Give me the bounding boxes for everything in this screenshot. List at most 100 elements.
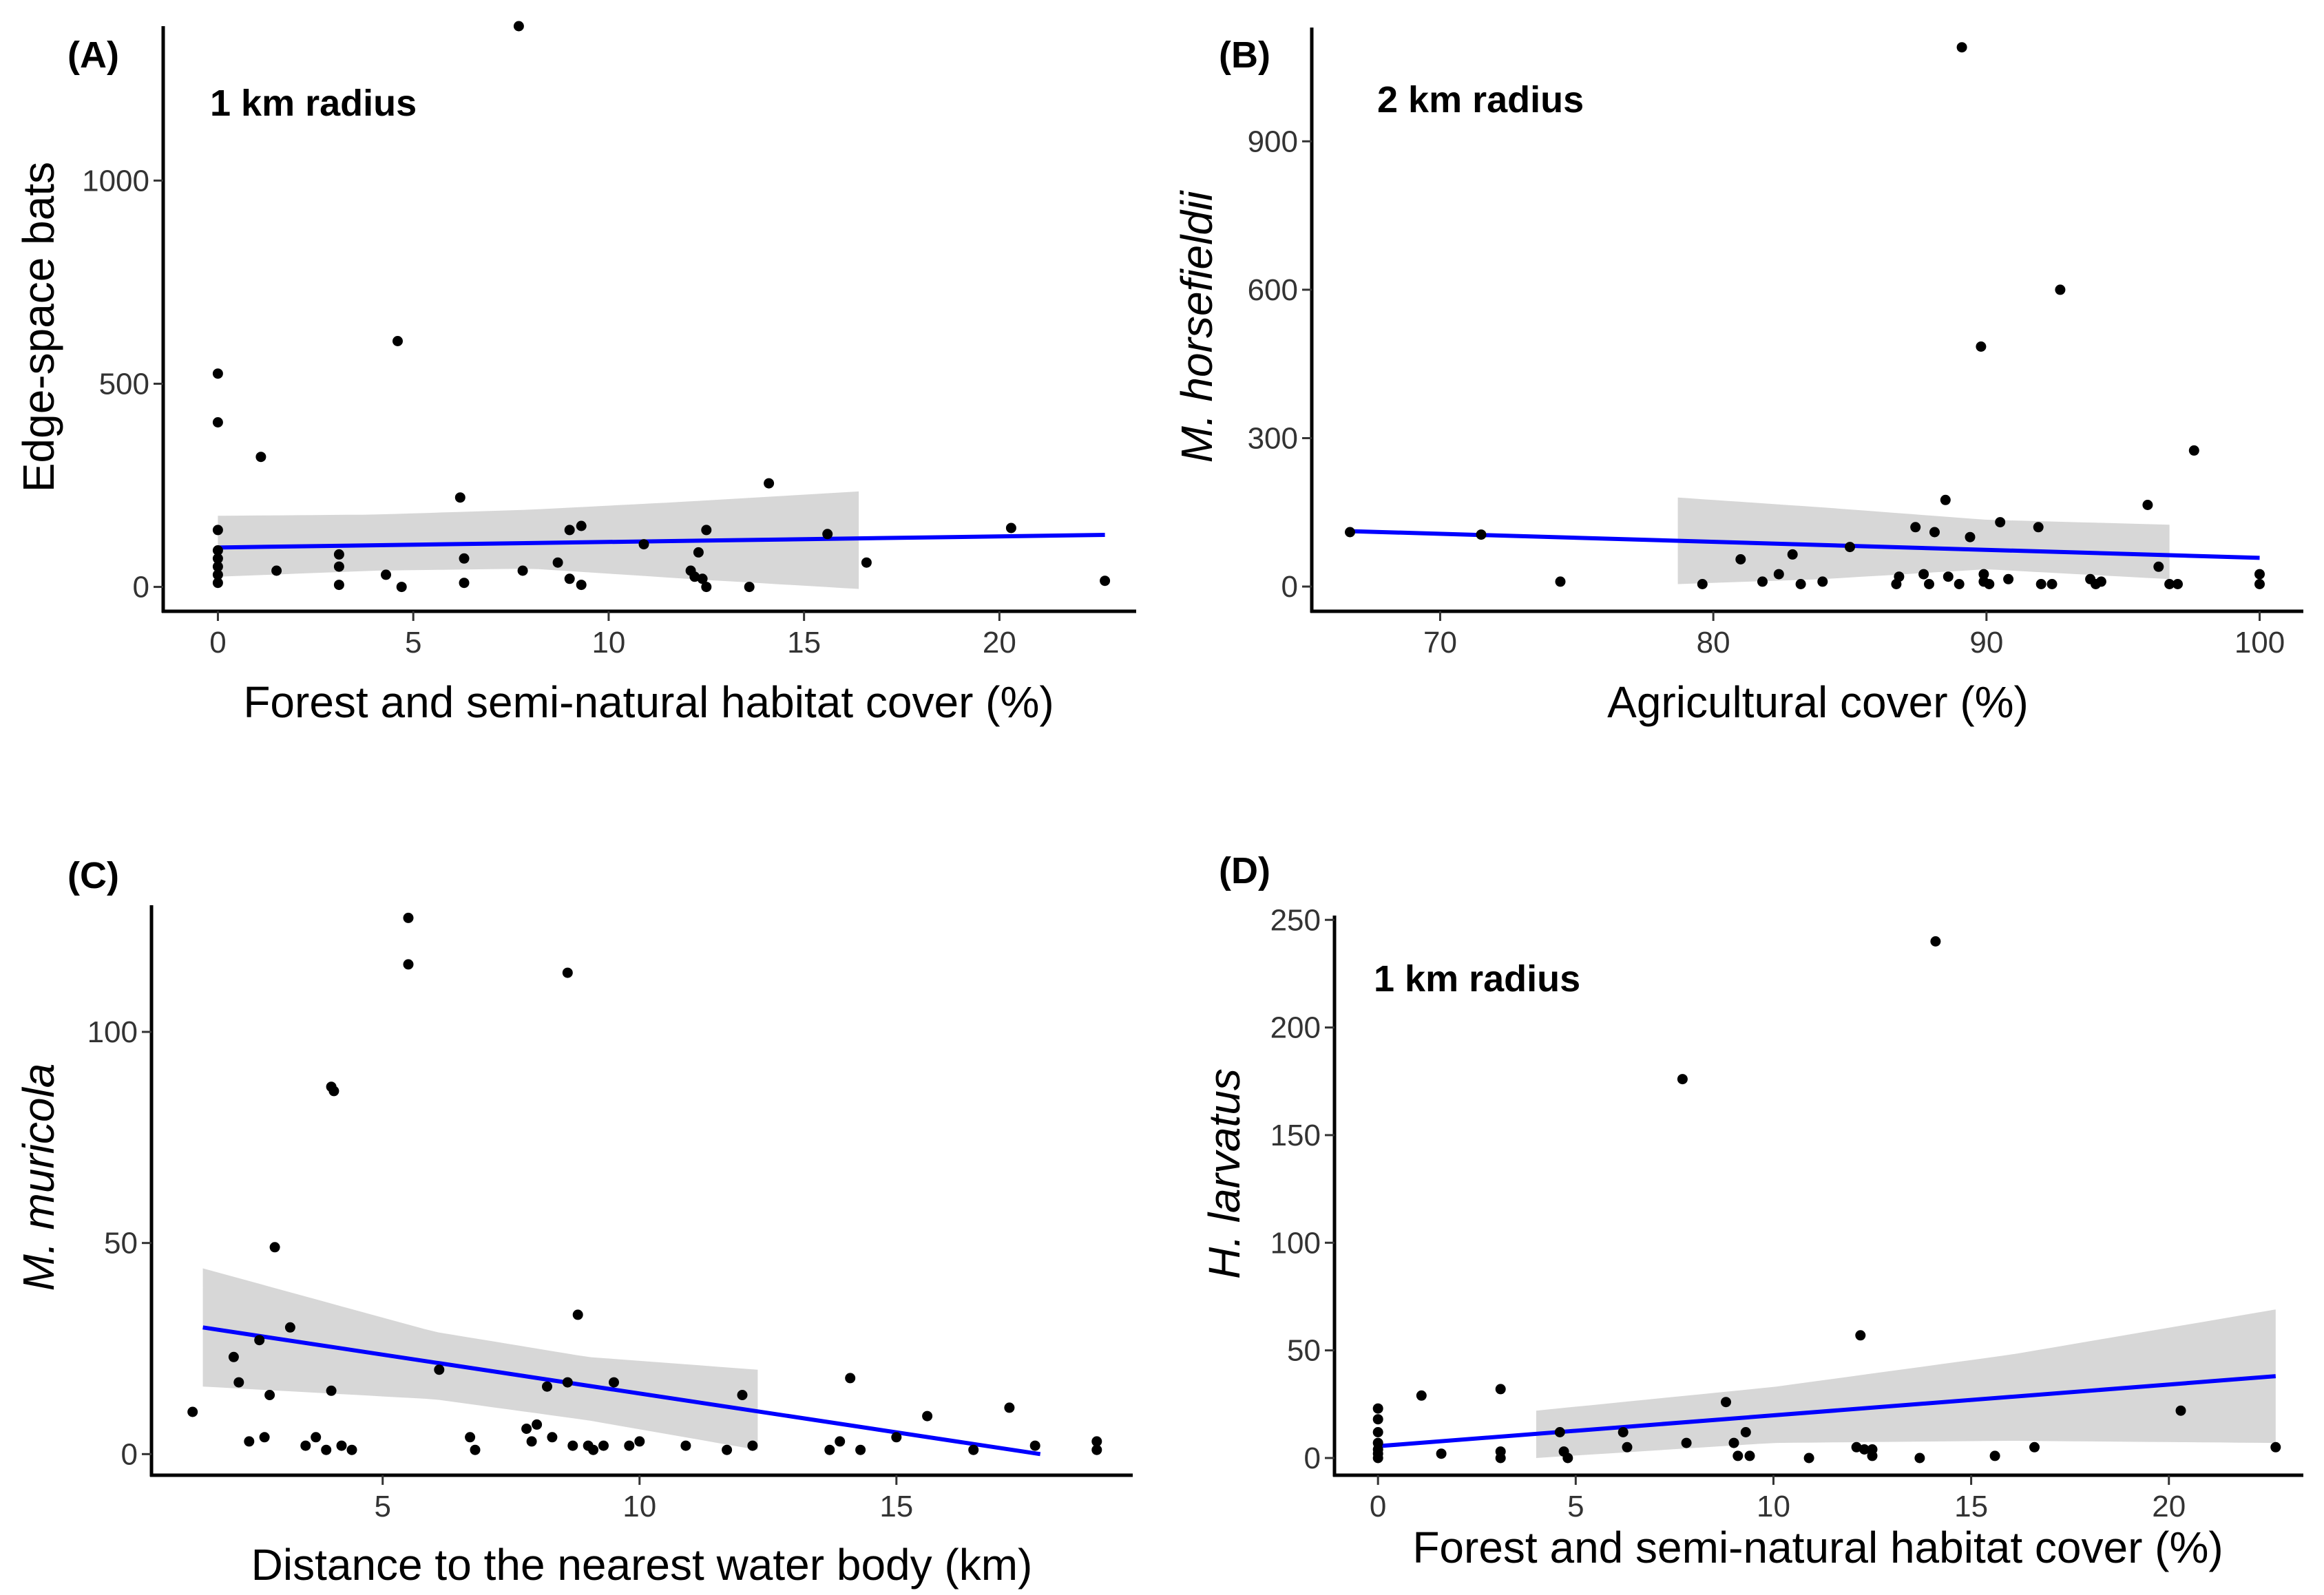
data-point <box>722 1444 733 1455</box>
data-point <box>1867 1450 1878 1461</box>
data-point <box>1929 527 1940 538</box>
data-point <box>624 1440 635 1451</box>
data-point <box>212 561 223 572</box>
data-point <box>212 368 223 379</box>
panel-a: 0 5 10 15 20 0 500 1000 (A) 1 km radius Forest … <box>14 21 1136 727</box>
data-point <box>922 1411 933 1422</box>
data-point <box>2254 579 2265 589</box>
data-point <box>835 1436 846 1447</box>
data-point <box>737 1390 748 1400</box>
data-point <box>459 553 470 564</box>
data-point <box>701 525 712 536</box>
data-point <box>1554 1427 1565 1437</box>
data-point <box>701 582 712 593</box>
data-point <box>403 912 414 923</box>
x-tick-label: 10 <box>592 626 625 659</box>
data-point <box>968 1444 979 1455</box>
y-axis-title-d: H. larvatus <box>1200 1068 1249 1279</box>
data-point <box>1721 1397 1731 1408</box>
data-point <box>1495 1384 1506 1395</box>
plot-area-b: 70 80 90 100 0 300 600 900 <box>1248 28 2303 659</box>
data-point <box>1859 1444 1870 1455</box>
data-point <box>2270 1441 2281 1453</box>
x-tick-label: 70 <box>1423 626 1457 659</box>
data-point <box>861 557 872 568</box>
data-point <box>1345 527 1355 538</box>
data-point <box>747 1440 758 1451</box>
data-point <box>576 580 587 591</box>
data-point <box>1757 576 1768 587</box>
data-point <box>403 959 414 970</box>
data-point <box>517 565 528 576</box>
data-point <box>2173 579 2183 589</box>
data-point <box>336 1440 347 1451</box>
y-tick-label: 150 <box>1270 1119 1321 1152</box>
data-point <box>1940 494 1951 505</box>
data-point <box>1091 1444 1102 1455</box>
panel-b: 70 80 90 100 0 300 600 900 (B) 2 km radius Agri… <box>1172 28 2303 727</box>
data-point <box>2175 1405 2186 1416</box>
data-point <box>212 417 223 427</box>
data-point <box>744 582 755 593</box>
data-point <box>2188 445 2199 456</box>
data-point <box>1436 1448 1447 1459</box>
data-point <box>891 1432 902 1443</box>
data-point <box>697 573 708 584</box>
data-point <box>1618 1427 1629 1437</box>
data-point <box>284 1322 295 1333</box>
data-point <box>526 1436 537 1447</box>
data-point <box>564 525 575 536</box>
data-point <box>2003 573 2014 584</box>
x-tick-label: 0 <box>209 626 226 659</box>
data-point <box>1976 341 1987 352</box>
y-tick-label: 100 <box>87 1015 138 1049</box>
data-point <box>689 571 700 582</box>
y-tick-label: 300 <box>1248 421 1298 455</box>
data-point <box>459 578 470 589</box>
data-point <box>1622 1441 1633 1453</box>
data-point <box>454 492 465 503</box>
x-tick-label: 90 <box>1969 626 2003 659</box>
data-point <box>2029 1441 2040 1453</box>
x-tick-label: 100 <box>2234 626 2285 659</box>
data-point <box>333 580 344 591</box>
plot-area-c: 5 10 15 0 50 100 <box>87 905 1133 1523</box>
data-point <box>542 1381 552 1392</box>
data-point <box>212 553 223 564</box>
data-point <box>333 561 344 572</box>
x-axis-title-c: Distance to the nearest water body (km) <box>251 1540 1033 1589</box>
data-point <box>396 582 407 593</box>
data-point <box>2033 522 2044 533</box>
data-point <box>562 967 573 978</box>
data-point <box>2164 579 2175 589</box>
data-point <box>1894 571 1905 582</box>
x-tick-label: 10 <box>622 1490 656 1523</box>
data-point <box>1372 1414 1383 1425</box>
data-point <box>1855 1330 1866 1341</box>
data-point <box>1845 542 1855 553</box>
y-axis-title-a: Edge-space bats <box>14 162 63 492</box>
fit-line-a <box>218 533 1105 550</box>
data-point <box>254 1335 265 1346</box>
data-point <box>311 1432 322 1443</box>
data-point <box>1681 1437 1692 1448</box>
data-point <box>1918 569 1929 580</box>
fit-line-c <box>202 1325 1041 1457</box>
data-point <box>1004 1402 1015 1413</box>
data-point <box>2035 579 2046 589</box>
data-point <box>1735 554 1746 564</box>
fit-line-d <box>1377 1374 2276 1448</box>
data-point <box>300 1440 311 1451</box>
data-point <box>212 525 223 536</box>
y-tick-label: 600 <box>1248 273 1298 307</box>
fit-line-b <box>1350 529 2260 560</box>
data-point <box>845 1373 856 1384</box>
data-point <box>1476 529 1487 540</box>
data-point <box>1372 1453 1383 1464</box>
data-point <box>1924 579 1934 589</box>
x-tick-label: 15 <box>787 626 821 659</box>
x-tick-label: 20 <box>983 626 1016 659</box>
data-point <box>1677 1074 1688 1085</box>
